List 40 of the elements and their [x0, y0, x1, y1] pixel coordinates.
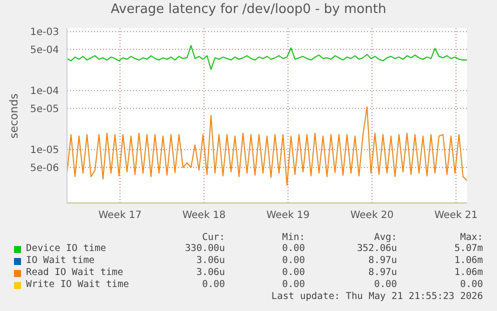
x-tick-label: Week 19 [266, 210, 310, 222]
line-series [67, 106, 467, 186]
text: 0.00 [374, 279, 397, 290]
legend-label: Write IO Wait time [26, 279, 129, 290]
text: 352.06u [356, 243, 397, 254]
legend-label: Read IO Wait time [26, 267, 124, 278]
x-tick-label: Week 17 [98, 210, 142, 222]
legend-label: IO Wait time [26, 255, 95, 266]
text: 0.00 [282, 255, 305, 266]
text: 8.97u [368, 255, 397, 266]
text: 1.06m [454, 255, 483, 266]
text: 5.07m [454, 243, 483, 254]
x-tick-label: Week 18 [182, 210, 226, 222]
text: 0.00 [282, 279, 305, 290]
y-tick-label: 5e-05 [30, 104, 59, 115]
y-tick-label: 5e-06 [30, 163, 59, 174]
text: Avg: [374, 232, 397, 243]
line-series [67, 45, 467, 70]
text: 0.00 [460, 279, 483, 290]
x-tick-label: Week 20 [350, 210, 394, 222]
x-tick-label: Week 21 [434, 210, 478, 222]
text: 0.00 [202, 279, 225, 290]
y-tick-label: 1e-05 [30, 145, 59, 156]
chart-title: Average latency for /dev/loop0 - by month [110, 2, 388, 17]
text: 3.06u [196, 267, 225, 278]
text: Min: [282, 232, 305, 243]
text: Cur: [202, 232, 225, 243]
text: 0.00 [282, 267, 305, 278]
text: 1.06m [454, 267, 483, 278]
y-tick-label: 1e-03 [30, 27, 59, 38]
y-tick-label: 1e-04 [30, 86, 59, 98]
y-axis-title: seconds [8, 94, 20, 138]
text: Max: [460, 232, 483, 243]
text: 8.97u [368, 267, 397, 278]
text: 3.06u [196, 255, 225, 266]
legend-label: Device IO time [26, 243, 106, 254]
text: 330.00u [184, 243, 225, 254]
y-tick-label: 5e-04 [30, 44, 59, 56]
text: 0.00 [282, 243, 305, 254]
text: Last update: Thu May 21 21:55:23 2026 [271, 291, 483, 302]
